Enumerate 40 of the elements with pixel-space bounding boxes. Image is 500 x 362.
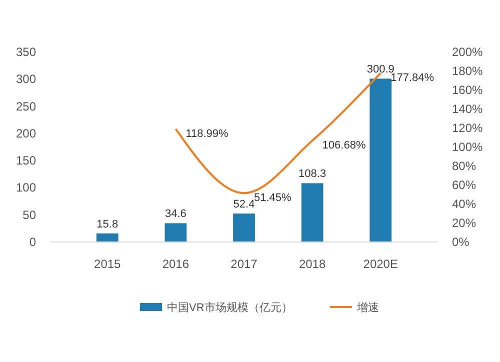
- data-label: 106.68%: [322, 140, 366, 152]
- y-tick-label: 200: [16, 126, 36, 140]
- y-tick-label: 150: [16, 154, 36, 168]
- y2-tick-label: 0%: [452, 235, 470, 249]
- y-tick-label: 250: [16, 99, 36, 114]
- y2-tick-label: 80%: [452, 159, 476, 173]
- data-label: 34.6: [164, 208, 186, 220]
- y2-tick-label: 60%: [452, 178, 476, 192]
- legend-label: 中国VR市场规模（亿元）: [167, 301, 292, 314]
- data-label: 51.45%: [254, 192, 292, 204]
- data-label: 118.99%: [186, 128, 229, 140]
- x-tick-label: 2016: [162, 257, 190, 271]
- y-tick-label: 300: [16, 72, 36, 86]
- bar: [370, 78, 392, 242]
- y2-tick-label: 200%: [452, 45, 484, 59]
- x-tick-label: 2015: [94, 257, 122, 271]
- y-tick-label: 100: [16, 180, 36, 195]
- x-tick-label: 2018: [298, 257, 326, 271]
- data-label: 15.8: [96, 218, 118, 230]
- y2-tick-label: 40%: [452, 197, 476, 211]
- data-label: 108.3: [298, 168, 326, 180]
- y2-tick-label: 160%: [452, 83, 484, 97]
- line-series: [174, 72, 382, 194]
- y2-tick-label: 20%: [452, 216, 476, 230]
- bar: [164, 223, 187, 242]
- y-tick-label: 50: [22, 208, 36, 222]
- data-label: 177.84%: [390, 72, 434, 84]
- y2-tick-label: 100%: [452, 140, 484, 154]
- y-tick-label: 350: [16, 45, 36, 59]
- y2-tick-label: 120%: [452, 121, 484, 135]
- bar: [233, 214, 255, 242]
- bar: [96, 233, 118, 242]
- legend-label: 增速: [356, 301, 379, 314]
- y2-tick-label: 140%: [452, 102, 484, 116]
- x-tick-label: 2020E: [363, 257, 398, 271]
- bar: [301, 183, 324, 242]
- y2-tick-label: 180%: [452, 64, 484, 78]
- y-tick-label: 0: [29, 235, 36, 249]
- data-label: 52.4: [233, 198, 255, 211]
- x-tick-label: 2017: [230, 257, 258, 271]
